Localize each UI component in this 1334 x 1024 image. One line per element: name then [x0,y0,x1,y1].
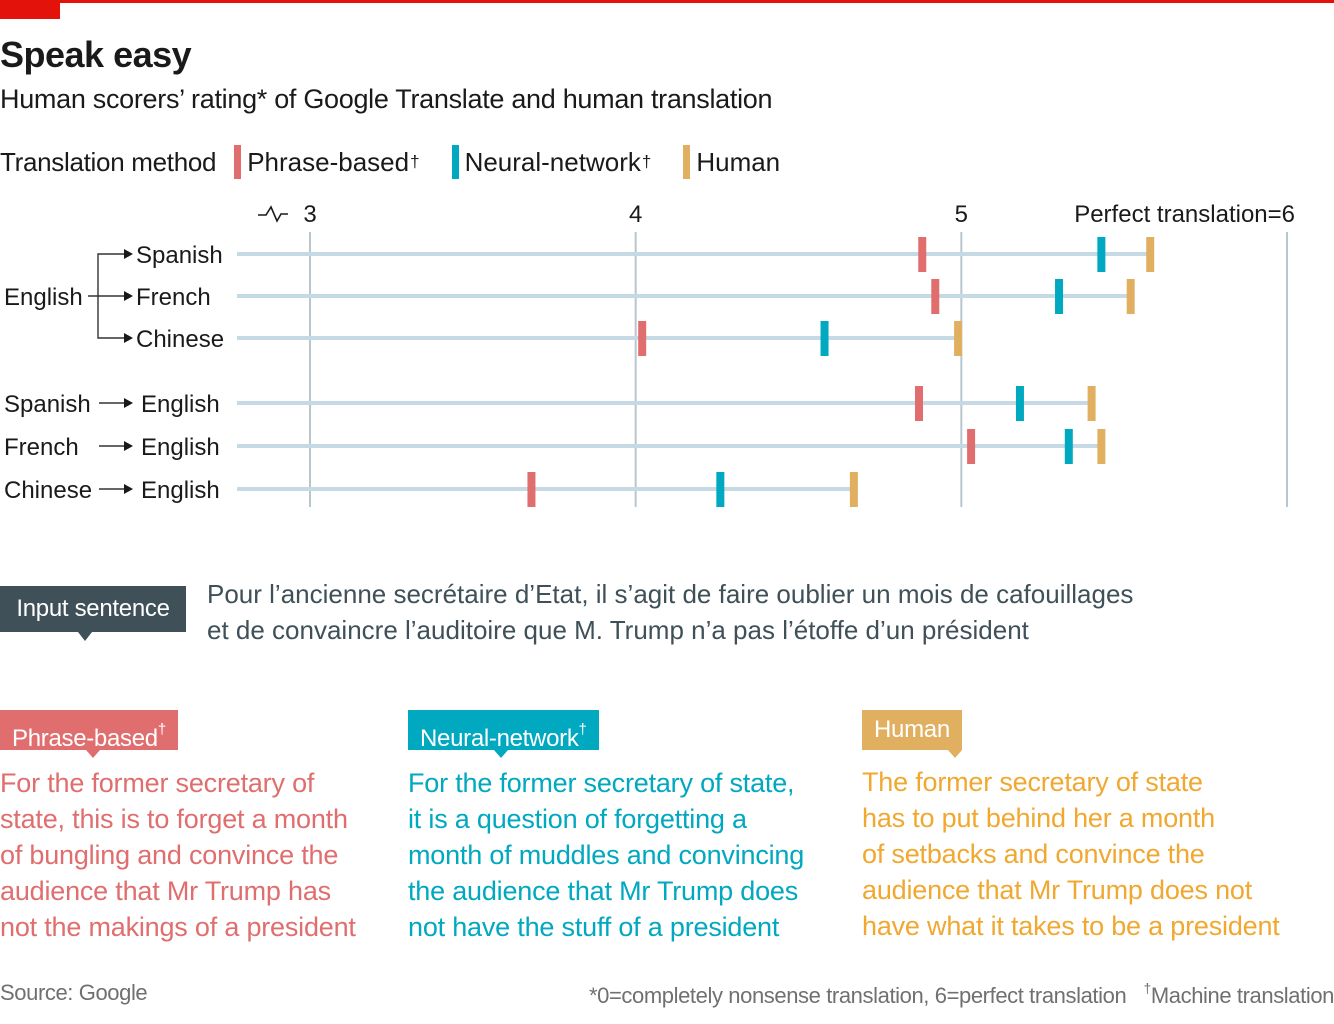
badge-label: Human [874,716,950,743]
x-tick-label: 4 [629,201,642,228]
mark-human [849,472,858,507]
text-line: not the makings of a president [0,912,356,942]
human-badge: Human [862,710,962,758]
mark-human [1097,429,1106,464]
arrow-icon [124,441,133,451]
phrase-based-text: For the former secretary of state, this … [0,765,356,945]
mark-neural-network [1097,237,1106,272]
x-tick-label: Perfect translation=6 [1074,201,1295,228]
brand-tab [0,0,60,19]
target-language-label: English [141,391,220,418]
dagger-mark: † [410,152,420,171]
arrow-icon [124,291,133,301]
phrase-based-badge: Phrase-based† [0,710,178,758]
bracket-connector [97,253,130,339]
text-line: audience that Mr Trump has [0,876,331,906]
scale-note: *0=completely nonsense translation, 6=pe… [588,983,1127,1008]
badge-label: Phrase-based [12,725,158,752]
machine-translation-note: Machine translation [1150,983,1334,1008]
source-language-label: Spanish [4,391,91,418]
target-language-label: English [141,477,220,504]
mark-human [1146,237,1155,272]
text-line: The former secretary of state [862,767,1203,797]
mark-phrase-based [918,237,927,272]
input-sentence-text: Pour l’ancienne secrétaire d’Etat, il s’… [207,576,1207,648]
mark-neural-network [1064,429,1073,464]
mark-neural-network [716,472,725,507]
badge-label: Neural-network [420,725,579,752]
mark-phrase-based [931,279,940,314]
arrow-icon [124,484,133,494]
source-language-label: Chinese [4,477,92,504]
dot-range-chart: 3 4 5 Perfect translation=6 English Spanish Fr… [4,201,1295,507]
mark-human [1126,279,1135,314]
legend-text-human: Human [696,146,781,177]
text-line: state, this is to forget a month [0,804,348,834]
input-line: Pour l’ancienne secrétaire d’Etat, il s’… [207,579,1134,609]
mark-human [1087,386,1096,421]
target-language-label: French [136,284,211,311]
mark-phrase-based [638,321,647,356]
legend-swatch-phrase-based [234,145,242,179]
legend-swatch-human [683,145,691,179]
dagger-mark: † [1143,980,1151,996]
text-line: have what it takes to be a president [862,911,1280,941]
text-line: of bungling and convince the [0,840,339,870]
input-line: et de convaincre l’auditoire que M. Trum… [207,615,1029,645]
dagger-mark: † [641,152,652,171]
human-text: The former secretary of state has to put… [862,764,1280,944]
text-line: of setbacks and convince the [862,839,1205,869]
chart-subtitle: Human scorers’ rating* of Google Transla… [0,84,773,114]
top-rule [0,0,1334,3]
source-language-label: English [4,284,83,311]
phrase-based-translation: Phrase-based† For the former secretary o… [0,710,356,945]
legend-text-neural-network: Neural-network [464,146,641,177]
legend-item-human: Human [683,145,780,179]
x-tick-label: 5 [955,201,968,228]
text-line: has to put behind her a month [862,803,1215,833]
legend-text-phrase-based: Phrase-based [247,146,410,177]
mark-phrase-based [967,429,976,464]
mark-phrase-based [914,386,923,421]
human-translation: Human The former secretary of state has … [862,710,1280,944]
mark-neural-network [1055,279,1064,314]
text-line: audience that Mr Trump does not [862,875,1253,905]
mark-neural-network [820,321,829,356]
arrow-icon [124,333,133,343]
legend: Translation method Phrase-based † Neural-… [0,145,812,179]
neural-network-badge: Neural-network† [408,710,599,758]
axis-break-icon [258,205,288,223]
mark-human [954,321,963,356]
target-language-label: Spanish [136,242,223,269]
source-note: Source: Google [0,980,148,1005]
source-language-label: French [4,434,79,461]
arrow-icon [124,398,133,408]
target-language-label: Chinese [136,326,224,353]
text-line: the audience that Mr Trump does [408,876,799,906]
text-line: For the former secretary of state, [408,768,795,798]
legend-swatch-neural-network [451,145,459,179]
legend-label: Translation method [0,146,217,177]
legend-item-phrase-based: Phrase-based † [234,145,420,179]
arrow-icon [124,249,133,259]
text-line: month of muddles and convincing [408,840,805,870]
legend-item-neural-network: Neural-network † [451,145,652,179]
mark-neural-network [1015,386,1024,421]
mark-phrase-based [527,472,536,507]
text-line: it is a question of forgetting a [408,804,747,834]
footnote: *0=completely nonsense translation, 6=pe… [589,980,1334,1009]
neural-network-text: For the former secretary of state, it is… [408,765,804,945]
text-line: For the former secretary of [0,768,315,798]
input-sentence-badge: Input sentence [0,586,186,641]
x-tick-label: 3 [303,201,316,228]
target-language-label: English [141,434,220,461]
neural-network-translation: Neural-network† For the former secretary… [408,710,804,945]
text-line: not have the stuff of a president [408,912,780,942]
chart-title: Speak easy [0,34,192,75]
dagger-mark: † [157,721,166,738]
dagger-mark: † [578,721,587,738]
